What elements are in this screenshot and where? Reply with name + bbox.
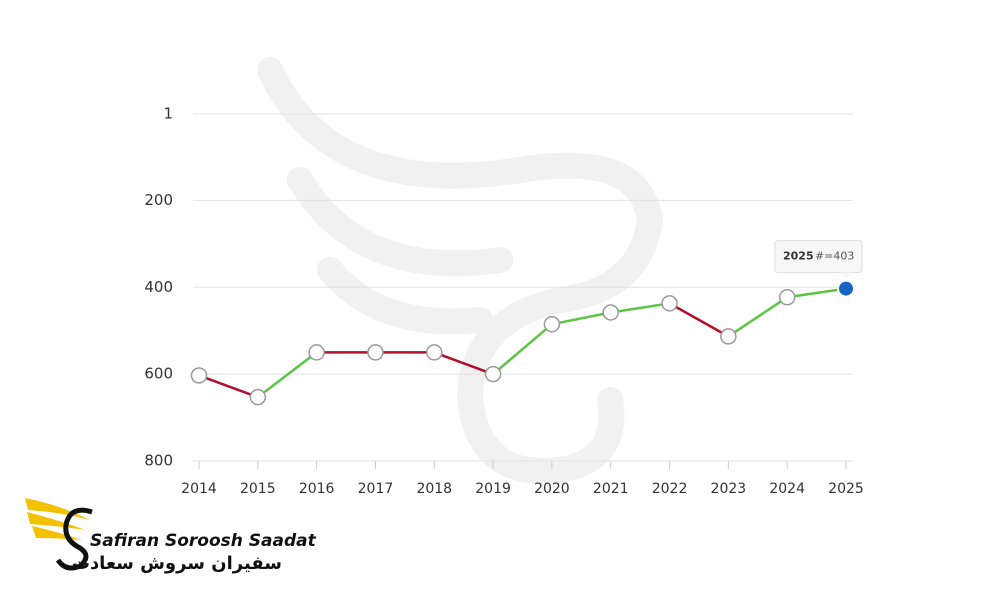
data-point [190, 367, 208, 384]
data-point [249, 388, 267, 406]
data-point [426, 344, 443, 361]
data-point [367, 344, 384, 361]
data-point [602, 304, 619, 321]
tooltip: 2025 #=403 [774, 240, 863, 279]
tooltip-box [774, 240, 863, 274]
line-segment [610, 302, 670, 314]
line-segment [551, 311, 611, 326]
x-tick-label: 2018 [416, 481, 452, 497]
data-point [543, 315, 561, 333]
line-segment [198, 374, 259, 399]
y-tick-label: 200 [144, 191, 173, 209]
x-tick-label: 2021 [593, 481, 629, 497]
y-tick-label: 400 [144, 278, 173, 296]
x-tick-label: 2015 [240, 481, 276, 497]
data-point [720, 328, 737, 345]
y-tick-label: 1 [163, 105, 173, 123]
x-tick-label: 2024 [769, 481, 805, 497]
x-tick-label: 2020 [534, 481, 570, 497]
data-point [661, 295, 678, 312]
line-segment [786, 287, 847, 299]
tooltip-value: #=403 [815, 250, 854, 263]
y-tick-label: 800 [144, 452, 173, 470]
line-segment [492, 323, 553, 376]
x-tick-label: 2017 [358, 481, 394, 497]
x-tick-label: 2025 [828, 481, 864, 497]
data-point [484, 365, 502, 383]
line-segment [727, 296, 788, 338]
data-point [837, 279, 855, 298]
x-tick-label: 2016 [299, 481, 335, 497]
logo-name: Safiran Soroosh Saadat [90, 531, 317, 551]
data-point [308, 344, 325, 361]
tooltip-category: 2025 [783, 250, 814, 263]
x-tick-label: 2023 [711, 481, 747, 497]
tooltip-arrow [840, 272, 852, 279]
watermark [257, 57, 664, 485]
line-segment [433, 351, 494, 376]
y-tick-label: 600 [144, 365, 173, 383]
logo-name-fa: سفیران سروش سعادت [72, 553, 282, 574]
logo: Safiran Soroosh Saadat سفیران سروش سعادت [25, 498, 317, 574]
line-segment [257, 351, 318, 399]
x-tick-label: 2014 [181, 481, 217, 497]
line-segment [668, 302, 729, 338]
data-point [778, 289, 796, 306]
x-tick-label: 2019 [475, 481, 511, 497]
x-tick-label: 2022 [652, 481, 688, 497]
